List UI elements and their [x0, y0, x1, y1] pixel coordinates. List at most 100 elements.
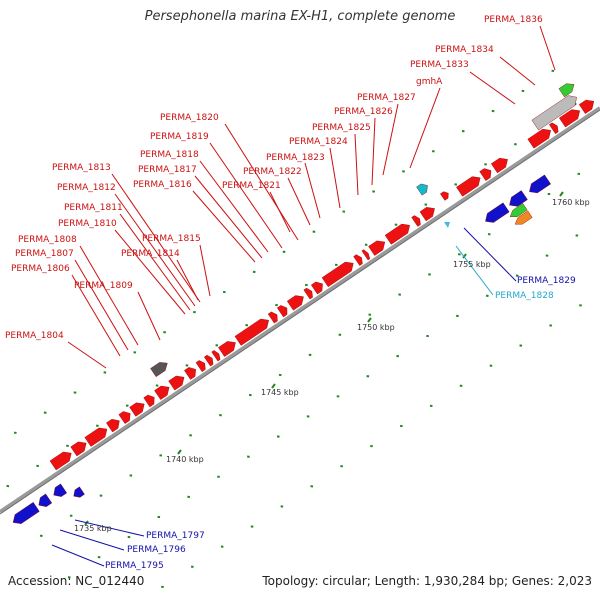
gene-arrow-forward: [303, 287, 313, 300]
gene-label-perma-1827: PERMA_1827: [357, 93, 416, 103]
leader-line: [67, 341, 107, 369]
gene-arrow-forward: [218, 341, 236, 357]
gene-label-perma-1825: PERMA_1825: [312, 123, 371, 133]
leader-line: [194, 175, 263, 259]
gene-arrow-forward: [211, 350, 221, 362]
dark-feature: [150, 362, 168, 378]
gray-feature: [531, 95, 577, 131]
major-tick: [462, 253, 467, 259]
gene-arrow-reverse: [509, 190, 528, 207]
gene-arrow-forward: [310, 281, 323, 295]
gene-label-perma-1821: PERMA_1821: [222, 181, 281, 191]
gene-label-perma-1820: PERMA_1820: [160, 113, 219, 123]
leader-line: [111, 173, 201, 303]
major-tick: [367, 317, 372, 323]
gene-label-perma-1828: PERMA_1828: [495, 291, 554, 301]
gene-label-perma-1804: PERMA_1804: [5, 331, 64, 341]
gene-label-perma-1813: PERMA_1813: [52, 163, 111, 173]
gene-arrow-forward: [490, 157, 508, 174]
kbp-label-1750: 1750 kbp: [357, 323, 395, 332]
gene-label-perma-1823: PERMA_1823: [266, 153, 325, 163]
gene-arrow-forward: [184, 367, 196, 380]
gene-arrow-forward: [384, 223, 410, 245]
gene-arrow-forward: [203, 354, 214, 367]
gene-arrow-forward: [456, 176, 481, 197]
gene-label-perma-1817: PERMA_1817: [138, 165, 197, 175]
leader-line: [382, 103, 399, 176]
gene-label-perma-1815: PERMA_1815: [142, 234, 201, 244]
kbp-label-1755: 1755 kbp: [453, 260, 491, 269]
gene-arrow-forward: [154, 385, 170, 400]
topology-label: Topology: circular; Length: 1,930,284 bp…: [262, 574, 592, 588]
leader-line: [199, 160, 269, 253]
gene-label-perma-1826: PERMA_1826: [334, 107, 393, 117]
gene-arrow-forward: [118, 411, 131, 424]
gene-arrow-forward: [558, 109, 581, 128]
leader-line: [304, 162, 321, 219]
leader-line: [59, 529, 125, 551]
gene-label-perma-1795: PERMA_1795: [105, 561, 164, 571]
tick-layer: [6, 69, 582, 589]
gene-arrow-forward: [106, 418, 120, 433]
gene-arrow-reverse: [529, 174, 551, 194]
gene-label-perma-1807: PERMA_1807: [15, 249, 74, 259]
leader-line: [329, 147, 341, 209]
gene-arrow-forward: [440, 191, 449, 201]
gene-arrow-forward: [321, 261, 354, 288]
gene-label-perma-1796: PERMA_1796: [127, 545, 186, 555]
rrna-orange-feature: [514, 210, 533, 225]
major-tick: [177, 449, 182, 455]
gene-arrow-reverse: [53, 483, 68, 497]
leader-line: [74, 259, 129, 351]
leader-line: [539, 25, 556, 71]
leader-line: [51, 544, 105, 567]
gene-arrow-forward: [479, 168, 492, 181]
gene-arrow-forward: [143, 394, 155, 408]
gene-arrow-reverse: [12, 502, 40, 524]
leader-line: [199, 244, 211, 297]
gene-arrow-forward: [353, 254, 363, 266]
leader-line: [409, 87, 441, 169]
gene-arrow-reverse: [485, 202, 510, 223]
gene-label-perma-1812: PERMA_1812: [57, 183, 116, 193]
leader-line: [79, 245, 139, 346]
gene-arrow-forward: [70, 441, 87, 457]
gene-arrow-reverse: [38, 493, 53, 507]
leader-line: [469, 71, 516, 105]
gene-arrow-forward: [527, 128, 551, 149]
leader-line: [463, 227, 517, 282]
gene-arrow-forward: [168, 375, 185, 391]
trna-marker: [444, 222, 450, 228]
leader-line: [354, 133, 359, 196]
gene-arrow-forward: [129, 402, 145, 417]
gene-arrow-forward: [361, 249, 371, 261]
kbp-label-1740: 1740 kbp: [166, 455, 204, 464]
gene-label-gmha: gmhA: [416, 77, 443, 87]
kbp-label-1735: 1735 kbp: [74, 524, 112, 533]
leader-line: [74, 519, 145, 537]
gene-arrow-forward: [84, 427, 108, 447]
leader-line: [209, 142, 283, 249]
leader-line: [114, 193, 196, 307]
gene-arrow-forward: [286, 295, 304, 311]
gene-label-perma-1809: PERMA_1809: [74, 281, 133, 291]
genome-title: Persephonella marina EX-H1, complete gen…: [144, 9, 456, 24]
gene-label-perma-1814: PERMA_1814: [121, 249, 180, 259]
gene-arrow-forward: [578, 99, 595, 114]
gene-label-perma-1806: PERMA_1806: [11, 264, 70, 274]
gene-label-perma-1808: PERMA_1808: [18, 235, 77, 245]
gene-arrow-forward: [368, 240, 386, 256]
gene-label-perma-1822: PERMA_1822: [243, 167, 302, 177]
leader-line: [499, 56, 536, 86]
gene-arrow-forward: [276, 305, 288, 318]
gene-label-perma-1810: PERMA_1810: [58, 219, 117, 229]
leader-line: [137, 291, 161, 341]
major-tick: [271, 383, 276, 389]
trna-feature: [416, 183, 428, 196]
leader-line: [224, 123, 299, 241]
kbp-label-1745: 1745 kbp: [261, 388, 299, 397]
major-tick: [559, 191, 564, 197]
leader-line: [119, 213, 191, 311]
rrna-green-feature: [509, 203, 528, 217]
label-layer: 1735 kbp 1740 kbp 1745 kbp 1750 kbp 1755…: [5, 15, 590, 571]
